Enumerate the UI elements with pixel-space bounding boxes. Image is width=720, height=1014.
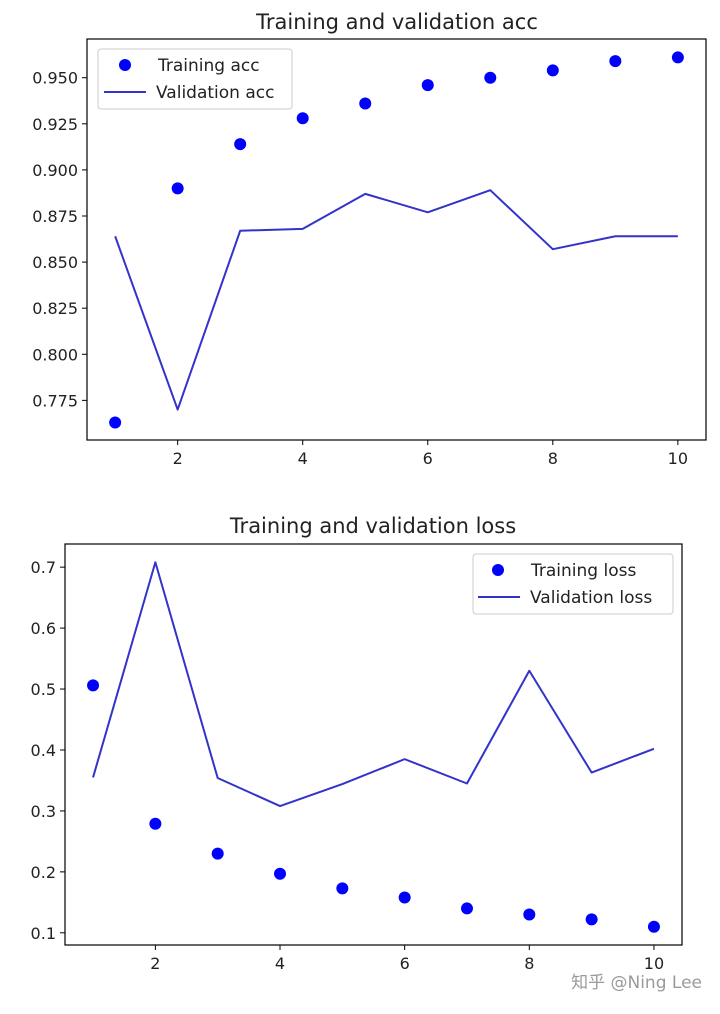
y-tick-label: 0.3 xyxy=(31,802,56,821)
data-point-training-acc xyxy=(546,64,559,77)
legend-marker-training-acc xyxy=(119,59,131,71)
x-tick-label: 2 xyxy=(173,449,183,468)
legend-box xyxy=(472,553,674,615)
x-tick-label: 10 xyxy=(644,954,664,973)
y-tick-label: 0.850 xyxy=(32,253,78,272)
data-point-training-loss xyxy=(336,882,349,895)
y-tick-label: 0.800 xyxy=(32,345,78,364)
data-point-training-loss xyxy=(149,817,162,830)
data-point-training-loss xyxy=(523,908,536,921)
x-tick-label: 2 xyxy=(150,954,160,973)
y-tick-label: 0.825 xyxy=(32,299,78,318)
y-tick-label: 0.875 xyxy=(32,207,78,226)
legend: Training loss Validation loss xyxy=(472,553,674,615)
data-point-training-acc xyxy=(671,51,684,64)
plot-area xyxy=(87,561,660,933)
data-point-training-acc xyxy=(109,416,122,429)
data-point-training-loss xyxy=(274,867,287,880)
data-point-training-loss xyxy=(398,891,411,904)
legend-label-training-acc: Training acc xyxy=(157,56,260,76)
loss-chart: Training and validation loss 2 4 6 8 10 0.1 0.… xyxy=(31,514,683,973)
data-point-training-loss xyxy=(585,913,598,926)
watermark-text: 知乎 @Ning Lee xyxy=(571,973,702,993)
y-tick-label: 0.7 xyxy=(31,558,56,577)
y-tick-label: 0.5 xyxy=(31,680,56,699)
y-tick-label: 0.950 xyxy=(32,69,78,88)
axis-ticks: 2 4 6 8 10 0.1 0.2 0.3 0.4 0.5 0.6 0.7 xyxy=(31,558,665,973)
data-point-training-loss xyxy=(87,679,100,692)
data-point-training-acc xyxy=(421,79,434,92)
x-tick-label: 8 xyxy=(548,449,558,468)
x-tick-label: 10 xyxy=(668,449,688,468)
x-tick-label: 4 xyxy=(298,449,308,468)
legend-label-validation-loss: Validation loss xyxy=(530,588,652,608)
y-tick-label: 0.2 xyxy=(31,863,56,882)
data-point-training-acc xyxy=(234,138,247,151)
legend: Training acc Validation acc xyxy=(97,48,293,110)
data-point-training-acc xyxy=(609,55,622,68)
data-point-training-acc xyxy=(171,182,184,195)
y-tick-label: 0.925 xyxy=(32,115,78,134)
legend-box xyxy=(97,48,293,110)
y-tick-label: 0.775 xyxy=(32,391,78,410)
data-point-training-acc xyxy=(359,97,372,110)
y-tick-label: 0.1 xyxy=(31,924,56,943)
data-point-training-acc xyxy=(296,112,309,125)
axes-frame xyxy=(86,38,707,441)
legend-label-validation-acc: Validation acc xyxy=(156,83,274,103)
legend-marker-training-loss xyxy=(492,564,504,576)
data-point-training-loss xyxy=(460,902,473,915)
legend-label-training-loss: Training loss xyxy=(530,561,636,581)
x-tick-label: 4 xyxy=(275,954,285,973)
accuracy-chart: Training and validation acc 2 4 6 8 10 0.775 0… xyxy=(32,10,707,468)
y-tick-label: 0.6 xyxy=(31,619,56,638)
y-tick-label: 0.900 xyxy=(32,161,78,180)
x-tick-label: 8 xyxy=(524,954,534,973)
series-line-validation-loss xyxy=(92,561,655,808)
axis-ticks: 2 4 6 8 10 0.775 0.800 0.825 0.850 0.875 0.900 0.92… xyxy=(32,69,688,468)
chart-title: Training and validation loss xyxy=(229,514,516,538)
x-tick-label: 6 xyxy=(423,449,433,468)
plot-area xyxy=(109,51,684,429)
y-tick-label: 0.4 xyxy=(31,741,56,760)
x-tick-label: 6 xyxy=(400,954,410,973)
series-line-validation-acc xyxy=(114,189,678,411)
data-point-training-acc xyxy=(484,71,497,84)
axes-frame xyxy=(64,543,683,946)
data-point-training-loss xyxy=(211,847,224,860)
data-point-training-loss xyxy=(647,920,660,933)
chart-title: Training and validation acc xyxy=(255,10,538,34)
